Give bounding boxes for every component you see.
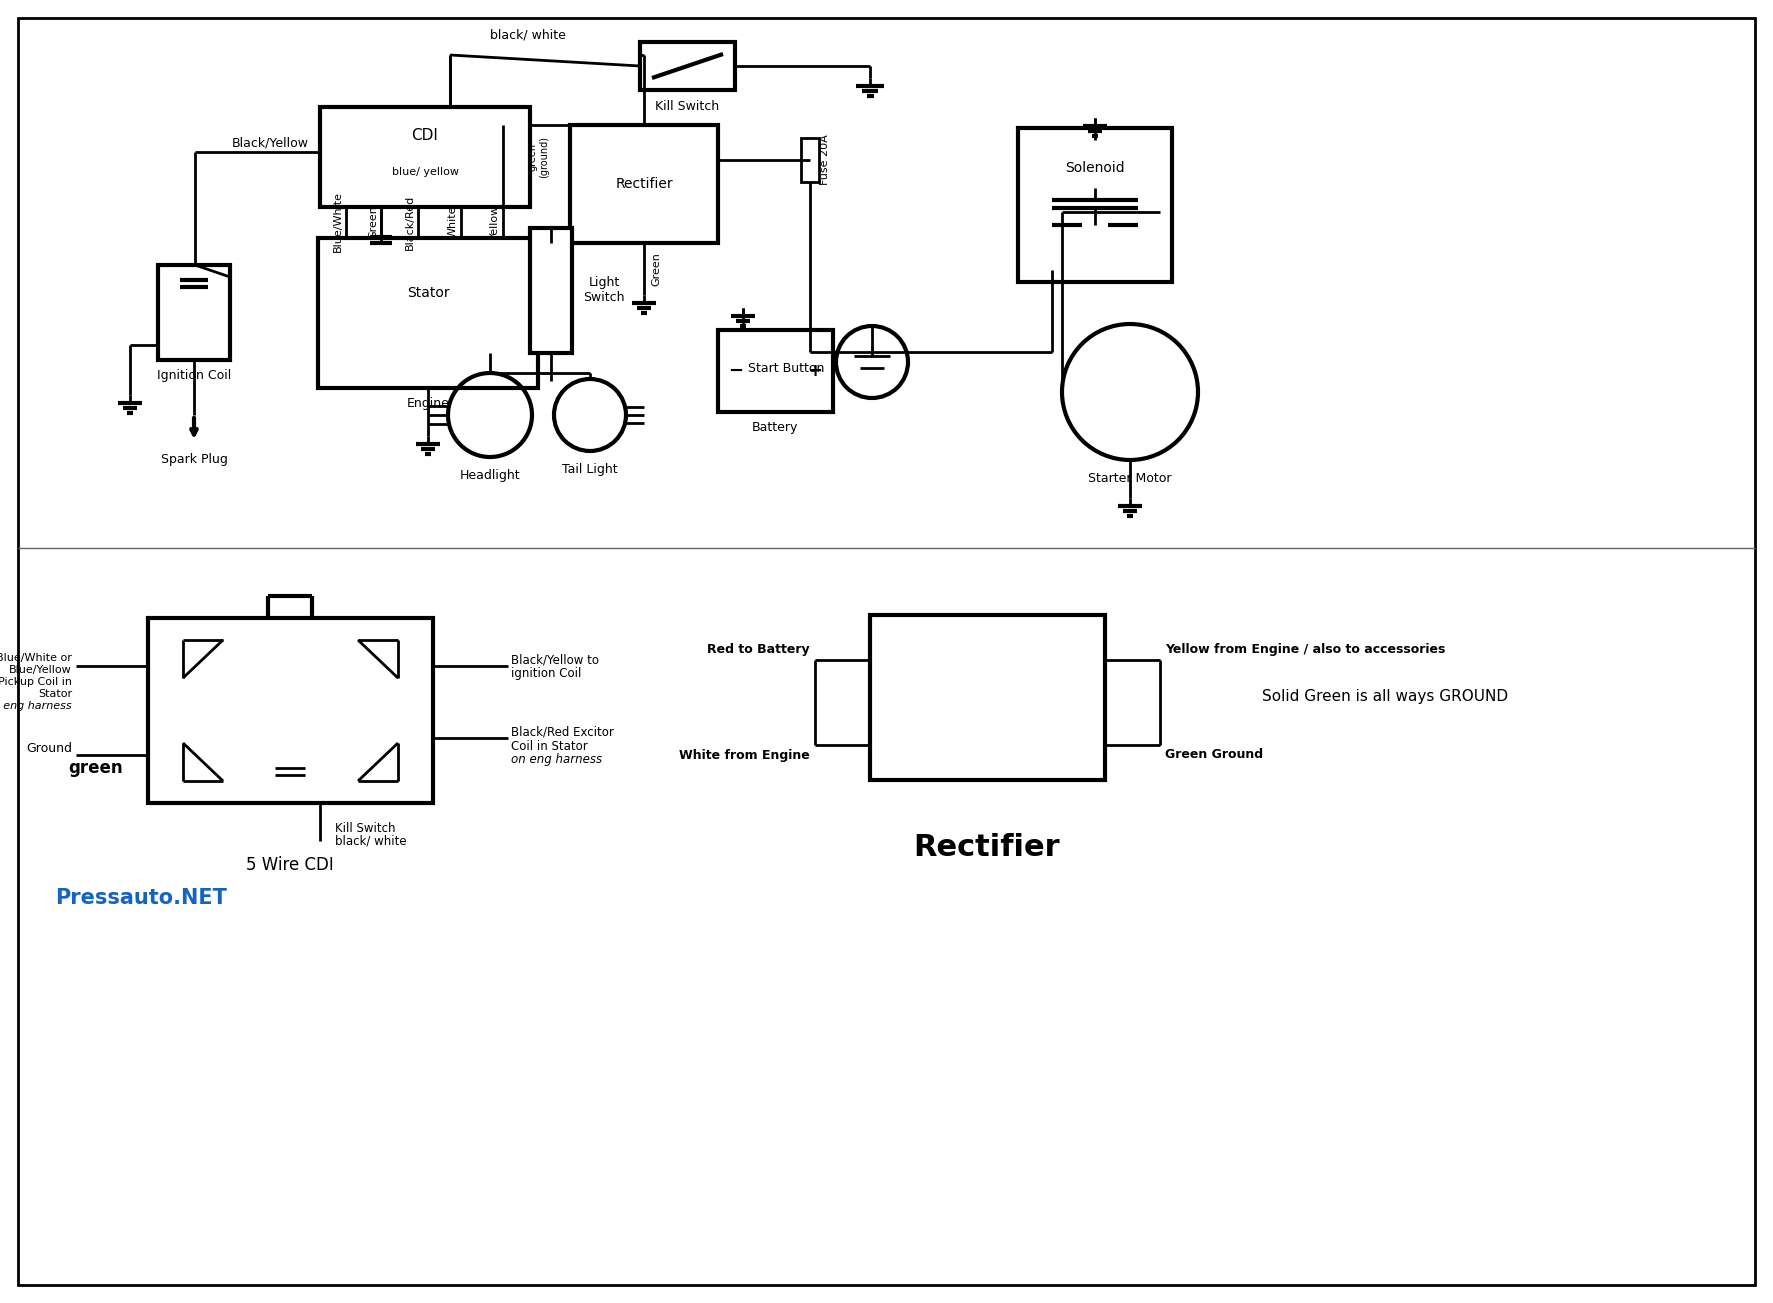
Text: Rectifier: Rectifier	[615, 177, 672, 192]
Text: Kill Switch: Kill Switch	[654, 99, 720, 112]
Text: Engine: Engine	[406, 397, 449, 410]
Text: black/ white: black/ white	[335, 834, 406, 847]
Text: Headlight: Headlight	[459, 469, 519, 482]
Text: Stator: Stator	[406, 285, 449, 300]
Text: ignition Coil: ignition Coil	[511, 667, 582, 680]
Text: Starter Motor: Starter Motor	[1089, 472, 1172, 485]
Bar	[640, 42, 736, 90]
Text: Red to Battery: Red to Battery	[707, 644, 810, 657]
Text: Yellow from Engine / also to accessories: Yellow from Engine / also to accessories	[1165, 644, 1445, 657]
Text: Kill Switch: Kill Switch	[335, 821, 395, 834]
Bar	[319, 107, 530, 207]
Text: Black/Yellow to: Black/Yellow to	[511, 654, 599, 667]
Text: Ignition Coil: Ignition Coil	[156, 370, 230, 383]
Text: 5 Wire CDI: 5 Wire CDI	[246, 856, 333, 874]
Text: Green: Green	[651, 251, 661, 285]
Text: CDI: CDI	[411, 128, 438, 142]
Text: +: +	[807, 362, 823, 380]
Text: Green Ground: Green Ground	[1165, 748, 1262, 761]
Text: Yellow: Yellow	[489, 205, 500, 240]
Text: Solenoid: Solenoid	[1066, 162, 1124, 175]
Text: Ground: Ground	[27, 741, 73, 754]
Text: Green: Green	[369, 205, 378, 238]
Text: on eng harness: on eng harness	[511, 753, 603, 766]
Text: Black/Red: Black/Red	[404, 194, 415, 250]
Text: Blue/White: Blue/White	[333, 192, 342, 253]
Text: Start Button: Start Button	[748, 361, 824, 374]
Bar	[158, 265, 230, 360]
Text: on eng harness: on eng harness	[0, 701, 73, 711]
Text: black/ white: black/ white	[489, 29, 566, 42]
Text: White from Engine: White from Engine	[679, 748, 810, 761]
Text: Spark Plug: Spark Plug	[161, 453, 227, 466]
Bar	[871, 615, 1105, 780]
Bar	[718, 330, 833, 412]
Text: Black/Red Excitor: Black/Red Excitor	[511, 726, 613, 739]
Text: green
(ground): green (ground)	[527, 136, 550, 179]
Bar	[317, 238, 537, 388]
Text: Fuse 20A: Fuse 20A	[819, 134, 830, 185]
Text: −: −	[729, 362, 743, 380]
Text: Pressauto.NET: Pressauto.NET	[55, 889, 227, 908]
Text: Blue/White or: Blue/White or	[0, 653, 73, 663]
Text: Black/Yellow: Black/Yellow	[232, 137, 309, 150]
Text: Light
Switch: Light Switch	[583, 276, 624, 304]
Text: Rectifier: Rectifier	[913, 834, 1060, 863]
Bar	[530, 228, 573, 353]
Text: blue/ yellow: blue/ yellow	[392, 167, 459, 177]
Bar	[569, 125, 718, 242]
Text: Solid Green is all ways GROUND: Solid Green is all ways GROUND	[1262, 689, 1509, 705]
Bar	[1030, 139, 1160, 270]
Bar	[147, 618, 433, 803]
Text: White: White	[449, 206, 457, 238]
Text: green: green	[69, 760, 124, 777]
Text: Coil in Stator: Coil in Stator	[511, 740, 589, 753]
Text: Tail Light: Tail Light	[562, 463, 617, 476]
Text: Blue/Yellow: Blue/Yellow	[9, 665, 73, 675]
Text: Stator: Stator	[37, 689, 73, 698]
Bar	[801, 138, 819, 182]
Text: Battery: Battery	[752, 421, 798, 434]
Text: Pickup Coil in: Pickup Coil in	[0, 678, 73, 687]
Bar	[1018, 128, 1172, 281]
